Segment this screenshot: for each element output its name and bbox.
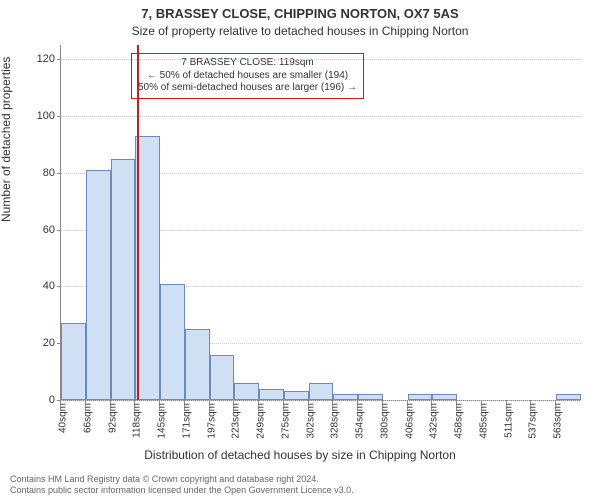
xtick-label: 302sqm [305, 403, 316, 439]
xtick-label: 537sqm [528, 403, 539, 439]
ytick-label: 0 [25, 394, 55, 406]
ytick-label: 100 [25, 110, 55, 122]
plot-area: 7 BRASSEY CLOSE: 119sqm ← 50% of detache… [60, 45, 581, 401]
xtick-label: 223sqm [231, 403, 242, 439]
xtick-label: 249sqm [256, 403, 267, 439]
x-axis-label: Distribution of detached houses by size … [0, 448, 600, 462]
xtick-label: 40sqm [58, 403, 69, 433]
y-axis-label: Number of detached properties [0, 57, 13, 222]
chart-container: 7, BRASSEY CLOSE, CHIPPING NORTON, OX7 5… [0, 0, 600, 500]
histogram-bar [358, 394, 383, 400]
ytick-label: 40 [25, 280, 55, 292]
xtick-label: 406sqm [404, 403, 415, 439]
histogram-bar [61, 323, 86, 400]
xtick-label: 354sqm [355, 403, 366, 439]
footer-text: Contains HM Land Registry data © Crown c… [10, 474, 354, 496]
footer-line-1: Contains HM Land Registry data © Crown c… [10, 474, 354, 485]
xtick-label: 328sqm [330, 403, 341, 439]
ytick-label: 60 [25, 224, 55, 236]
chart-subtitle: Size of property relative to detached ho… [0, 24, 600, 38]
ytick-mark [57, 230, 61, 231]
xtick-label: 92sqm [107, 403, 118, 433]
histogram-bar [111, 159, 136, 400]
histogram-bar [432, 394, 457, 400]
annotation-line-3: 50% of semi-detached houses are larger (… [138, 82, 357, 95]
histogram-bar [160, 284, 185, 400]
histogram-bar [86, 170, 111, 400]
histogram-bar [210, 355, 235, 400]
histogram-bar [556, 394, 581, 400]
histogram-bar [284, 391, 309, 400]
histogram-bar [234, 383, 259, 400]
marker-line [137, 45, 139, 400]
xtick-label: 563sqm [553, 403, 564, 439]
histogram-bar [408, 394, 433, 400]
histogram-bar [309, 383, 334, 400]
xtick-label: 432sqm [429, 403, 440, 439]
histogram-bar [259, 389, 284, 400]
annotation-line-2: ← 50% of detached houses are smaller (19… [138, 70, 357, 83]
ytick-label: 20 [25, 337, 55, 349]
xtick-label: 485sqm [478, 403, 489, 439]
xtick-label: 145sqm [157, 403, 168, 439]
chart-title: 7, BRASSEY CLOSE, CHIPPING NORTON, OX7 5… [0, 6, 600, 21]
histogram-bar [185, 329, 210, 400]
histogram-bar [135, 136, 160, 400]
xtick-label: 171sqm [181, 403, 192, 439]
xtick-label: 511sqm [503, 403, 514, 438]
ytick-label: 80 [25, 167, 55, 179]
gridline [61, 116, 581, 117]
xtick-label: 380sqm [379, 403, 390, 439]
xtick-label: 197sqm [206, 403, 217, 439]
ytick-mark [57, 116, 61, 117]
gridline [61, 400, 581, 401]
xtick-label: 275sqm [280, 403, 291, 439]
ytick-label: 120 [25, 53, 55, 65]
ytick-mark [57, 286, 61, 287]
xtick-label: 118sqm [132, 403, 143, 438]
xtick-label: 66sqm [82, 403, 93, 433]
ytick-mark [57, 59, 61, 60]
footer-line-2: Contains public sector information licen… [10, 485, 354, 496]
histogram-bar [333, 394, 358, 400]
xtick-label: 458sqm [454, 403, 465, 439]
ytick-mark [57, 173, 61, 174]
gridline [61, 59, 581, 60]
